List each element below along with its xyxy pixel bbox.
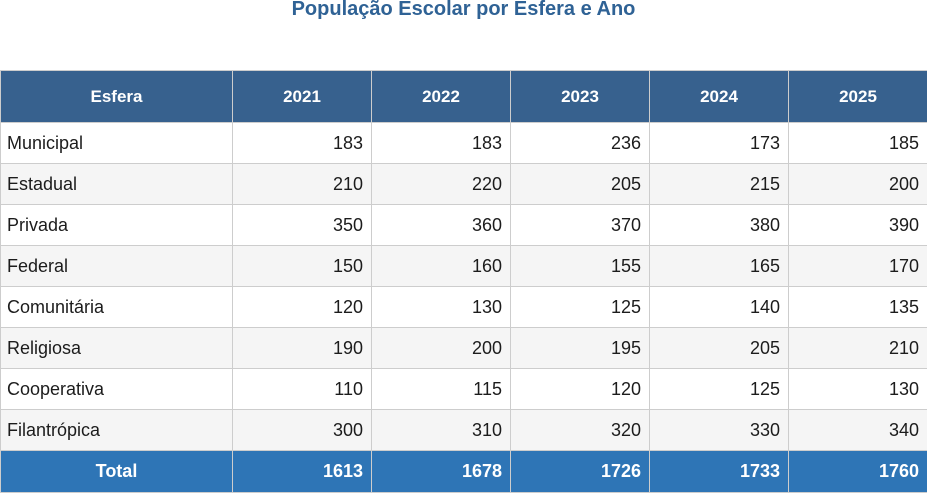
- cell-value: 310: [371, 409, 511, 451]
- table-title: População Escolar por Esfera e Ano: [291, 0, 636, 20]
- column-header-2025: 2025: [788, 70, 927, 123]
- cell-value: 220: [371, 163, 511, 205]
- cell-value: 130: [371, 286, 511, 328]
- cell-value: 190: [232, 327, 372, 369]
- cell-value: 135: [788, 286, 927, 328]
- column-header-esfera: Esfera: [0, 70, 233, 123]
- table-row-comunitaria: Comunitária 120 130 125 140 135: [0, 286, 927, 328]
- cell-value: 210: [788, 327, 927, 369]
- cell-value: 360: [371, 204, 511, 246]
- cell-value: 370: [510, 204, 650, 246]
- cell-value: 340: [788, 409, 927, 451]
- cell-value: 390: [788, 204, 927, 246]
- table-header: Esfera 2021 2022 2023 2024 2025: [0, 70, 927, 123]
- cell-value: 140: [649, 286, 789, 328]
- row-label: Estadual: [0, 163, 233, 205]
- row-label: Comunitária: [0, 286, 233, 328]
- table-row-estadual: Estadual 210 220 205 215 200: [0, 163, 927, 205]
- column-header-2021: 2021: [232, 70, 372, 123]
- cell-value: 183: [371, 122, 511, 164]
- column-header-2022: 2022: [371, 70, 511, 123]
- cell-value: 160: [371, 245, 511, 287]
- total-value: 1726: [510, 450, 650, 493]
- cell-value: 205: [510, 163, 650, 205]
- population-table: Esfera 2021 2022 2023 2024 2025 Municipa…: [0, 70, 927, 493]
- row-label: Privada: [0, 204, 233, 246]
- table-row-cooperativa: Cooperativa 110 115 120 125 130: [0, 368, 927, 410]
- cell-value: 125: [510, 286, 650, 328]
- table-row-religiosa: Religiosa 190 200 195 205 210: [0, 327, 927, 369]
- cell-value: 120: [510, 368, 650, 410]
- cell-value: 150: [232, 245, 372, 287]
- cell-value: 195: [510, 327, 650, 369]
- row-label: Cooperativa: [0, 368, 233, 410]
- cell-value: 236: [510, 122, 650, 164]
- table-row-federal: Federal 150 160 155 165 170: [0, 245, 927, 287]
- cell-value: 200: [371, 327, 511, 369]
- cell-value: 170: [788, 245, 927, 287]
- total-value: 1733: [649, 450, 789, 493]
- total-value: 1613: [232, 450, 372, 493]
- row-label: Federal: [0, 245, 233, 287]
- cell-value: 115: [371, 368, 511, 410]
- cell-value: 210: [232, 163, 372, 205]
- header-row: Esfera 2021 2022 2023 2024 2025: [0, 70, 927, 123]
- row-label: Religiosa: [0, 327, 233, 369]
- cell-value: 330: [649, 409, 789, 451]
- total-value: 1678: [371, 450, 511, 493]
- cell-value: 380: [649, 204, 789, 246]
- row-label: Municipal: [0, 122, 233, 164]
- total-label: Total: [0, 450, 233, 493]
- cell-value: 130: [788, 368, 927, 410]
- total-value: 1760: [788, 450, 927, 493]
- cell-value: 205: [649, 327, 789, 369]
- cell-value: 173: [649, 122, 789, 164]
- cell-value: 165: [649, 245, 789, 287]
- column-header-2024: 2024: [649, 70, 789, 123]
- cell-value: 300: [232, 409, 372, 451]
- cell-value: 185: [788, 122, 927, 164]
- cell-value: 200: [788, 163, 927, 205]
- cell-value: 110: [232, 368, 372, 410]
- column-header-2023: 2023: [510, 70, 650, 123]
- cell-value: 320: [510, 409, 650, 451]
- cell-value: 125: [649, 368, 789, 410]
- cell-value: 120: [232, 286, 372, 328]
- row-label: Filantrópica: [0, 409, 233, 451]
- cell-value: 155: [510, 245, 650, 287]
- table-row-filantropica: Filantrópica 300 310 320 330 340: [0, 409, 927, 451]
- table-body: Municipal 183 183 236 173 185 Estadual 2…: [0, 122, 927, 451]
- cell-value: 183: [232, 122, 372, 164]
- table-row-municipal: Municipal 183 183 236 173 185: [0, 122, 927, 164]
- cell-value: 350: [232, 204, 372, 246]
- table-footer: Total 1613 1678 1726 1733 1760: [0, 450, 927, 493]
- table-row-privada: Privada 350 360 370 380 390: [0, 204, 927, 246]
- table-row-total: Total 1613 1678 1726 1733 1760: [0, 450, 927, 493]
- cell-value: 215: [649, 163, 789, 205]
